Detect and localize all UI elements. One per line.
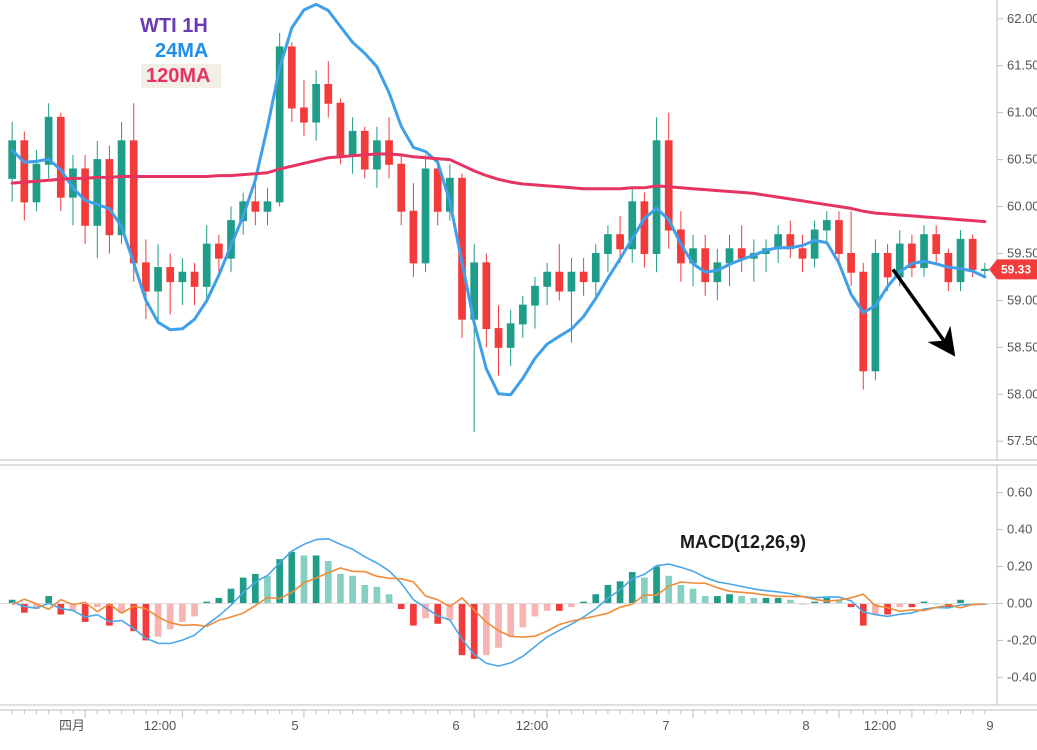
candlesticks bbox=[9, 33, 988, 432]
x-tick-label: 8 bbox=[802, 718, 809, 733]
y-tick-label: 58.00 bbox=[1007, 386, 1037, 401]
x-tick-label: 12:00 bbox=[864, 718, 897, 733]
chart-container: 57.5058.0058.5059.0059.5060.0060.5061.00… bbox=[0, 0, 1037, 750]
y-tick-label: 60.00 bbox=[1007, 199, 1037, 214]
y-tick-label: 57.50 bbox=[1007, 433, 1037, 448]
price-tag-value: 59.33 bbox=[1001, 262, 1031, 276]
legend-1: 24MA bbox=[155, 40, 208, 62]
macd-ytick: 0.20 bbox=[1007, 559, 1032, 574]
x-tick-label: 9 bbox=[986, 718, 993, 733]
legend-2: 120MA bbox=[146, 65, 210, 87]
y-tick-label: 61.50 bbox=[1007, 58, 1037, 73]
y-tick-label: 58.50 bbox=[1007, 339, 1037, 354]
x-tick-label: 四月 bbox=[59, 718, 85, 733]
x-tick-label: 12:00 bbox=[516, 718, 549, 733]
macd-label: MACD(12,26,9) bbox=[680, 532, 806, 552]
y-tick-label: 60.50 bbox=[1007, 152, 1037, 167]
y-tick-label: 59.50 bbox=[1007, 245, 1037, 260]
y-tick-label: 61.00 bbox=[1007, 105, 1037, 120]
macd-ytick: 0.00 bbox=[1007, 595, 1032, 610]
macd-ytick: 0.40 bbox=[1007, 522, 1032, 537]
x-tick-label: 6 bbox=[452, 718, 459, 733]
x-tick-label: 5 bbox=[291, 718, 298, 733]
macd-ytick: -0.20 bbox=[1007, 632, 1037, 647]
chart-svg[interactable]: 57.5058.0058.5059.0059.5060.0060.5061.00… bbox=[0, 0, 1037, 750]
y-tick-label: 62.00 bbox=[1007, 11, 1037, 26]
y-tick-label: 59.00 bbox=[1007, 292, 1037, 307]
macd-ytick: 0.60 bbox=[1007, 485, 1032, 500]
x-tick-label: 7 bbox=[662, 718, 669, 733]
x-tick-label: 12:00 bbox=[144, 718, 177, 733]
forecast-arrow bbox=[893, 269, 952, 352]
legend-0: WTI 1H bbox=[140, 15, 208, 37]
macd-ytick: -0.40 bbox=[1007, 669, 1037, 684]
